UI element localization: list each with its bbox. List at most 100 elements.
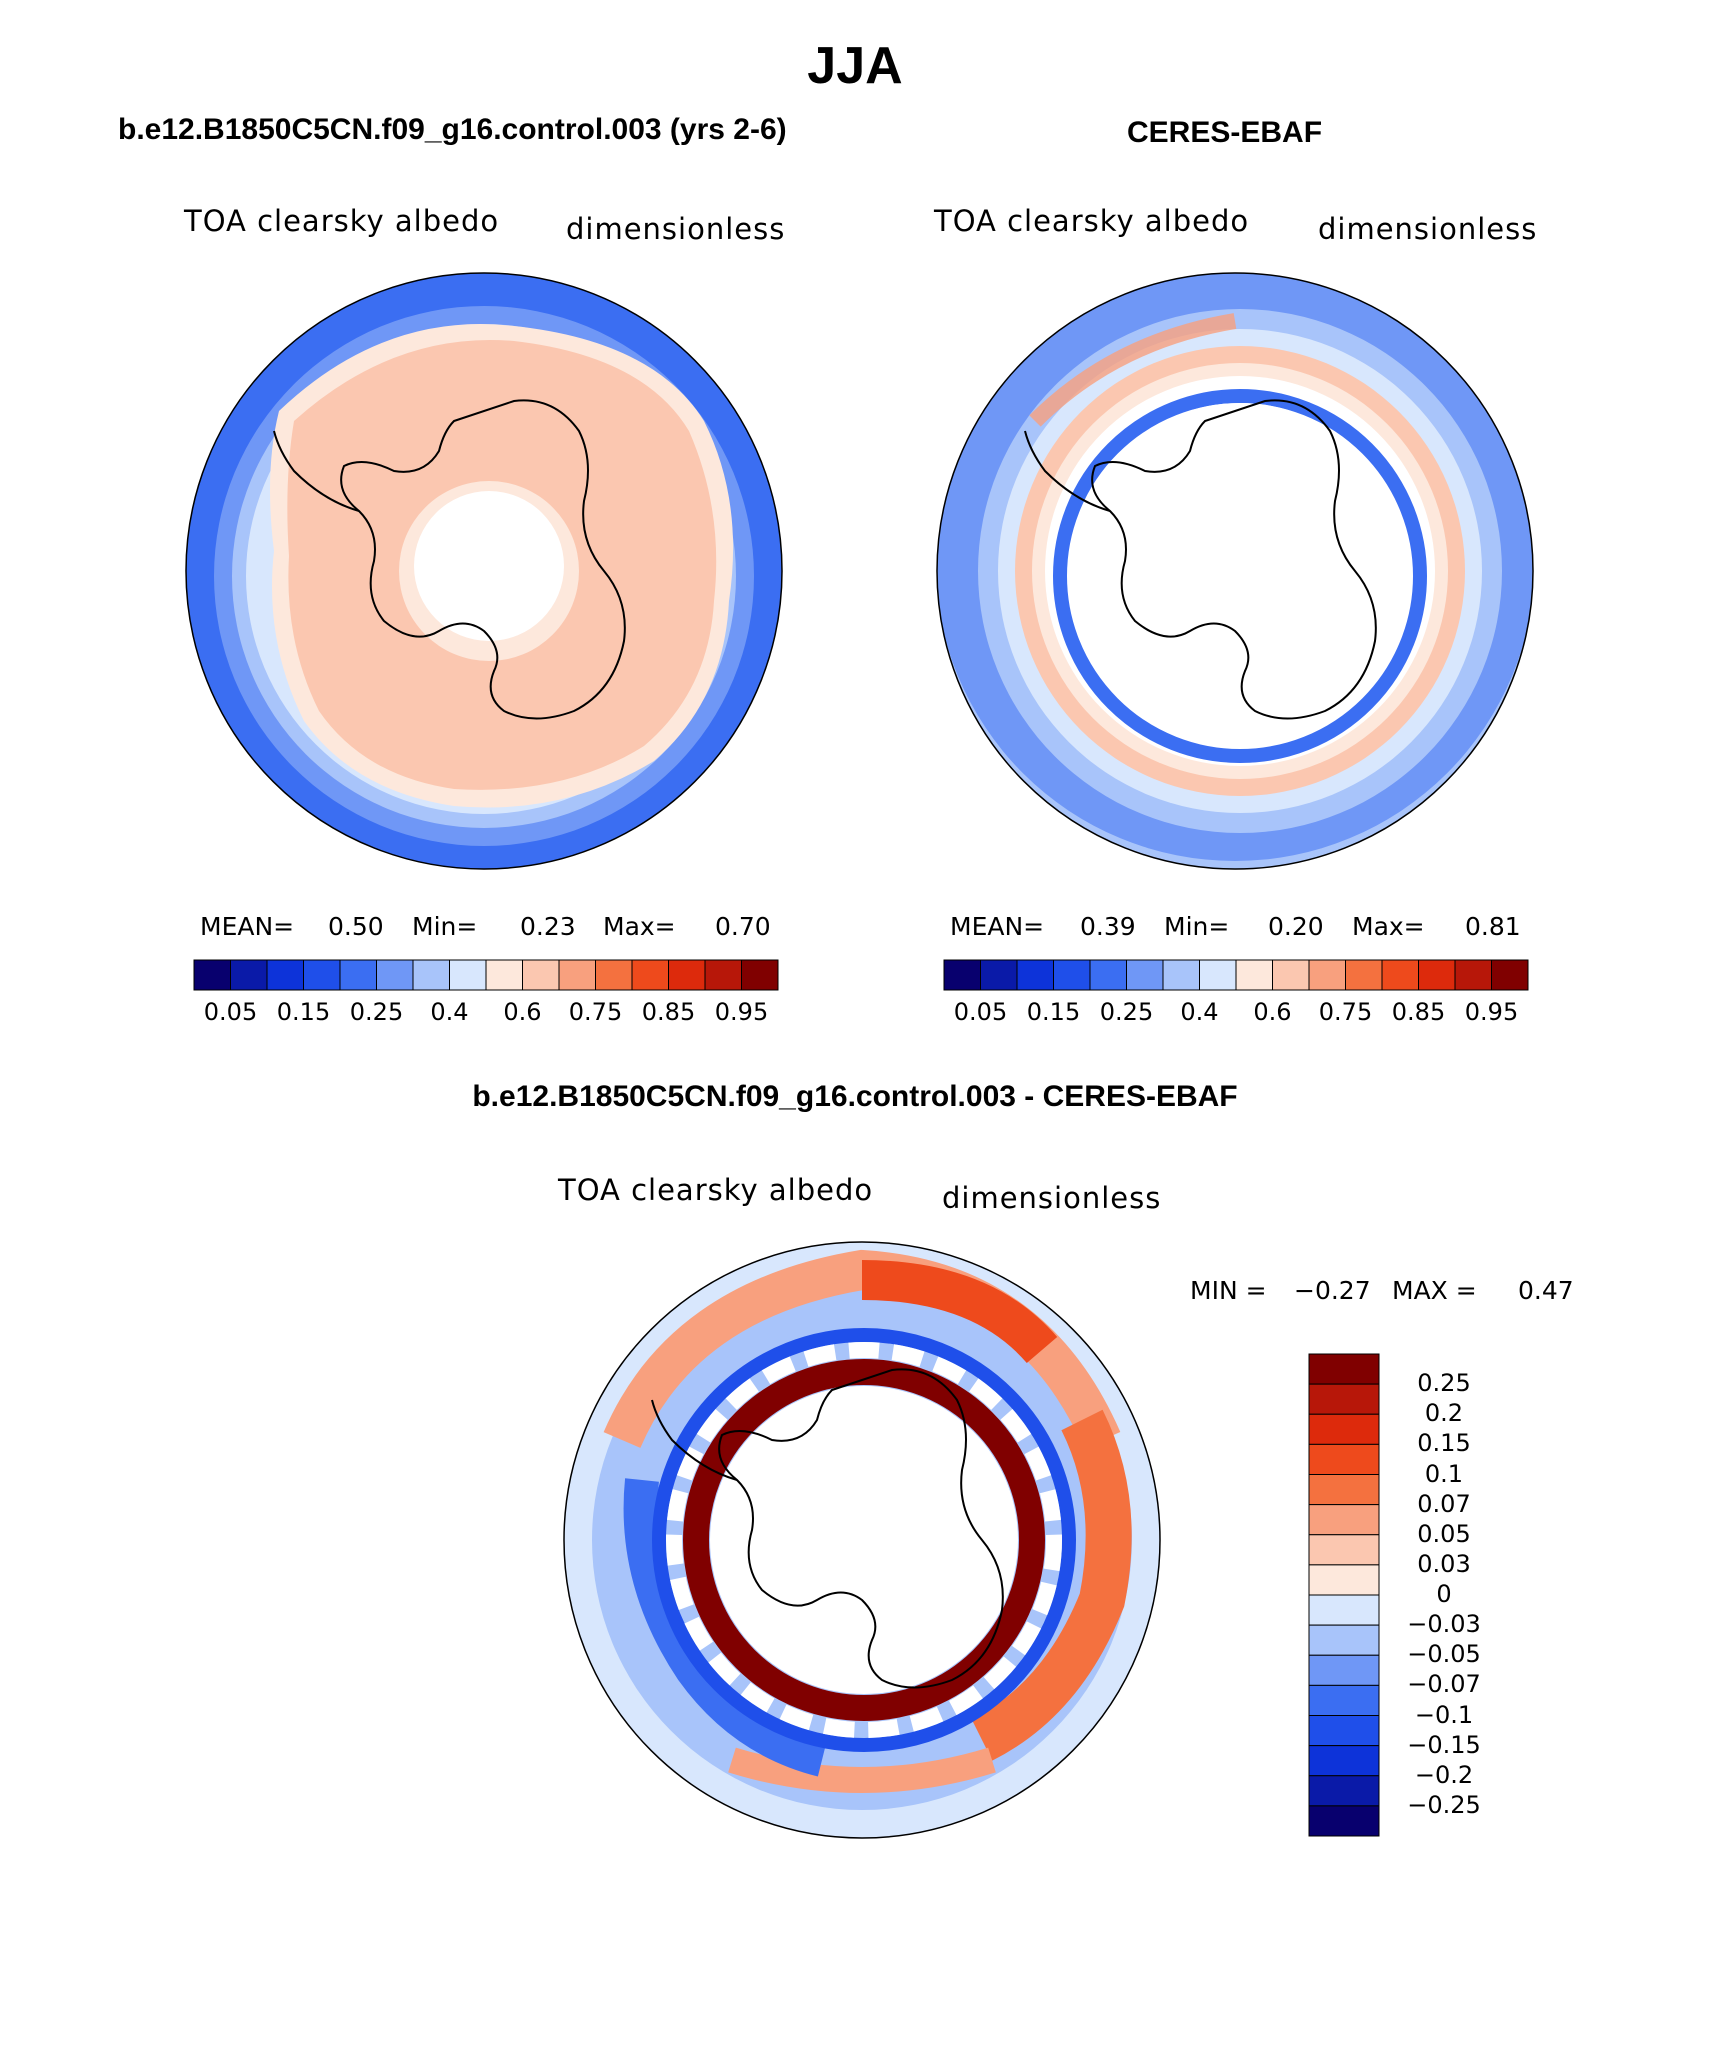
colorbar-tick-label: 0.25 [1099,998,1154,1026]
colorbar-tick-label: 0.25 [1417,1369,1471,1398]
mean-label: MEAN= [200,912,295,941]
panel-model-colorbar [193,959,779,991]
max-label: Max= [603,912,676,941]
colorbar-swatch [1308,1715,1380,1747]
colorbar-swatch [230,959,268,991]
colorbar-swatch [449,959,487,991]
max-value: 0.47 [1518,1276,1574,1305]
colorbar-swatch [668,959,706,991]
colorbar-tick-label: −0.2 [1414,1760,1474,1789]
colorbar-tick-label: 0.15 [1417,1429,1471,1458]
colorbar-tick-label: 0.95 [714,998,769,1026]
colorbar-swatch [485,959,523,991]
colorbar-swatch [943,959,981,991]
colorbar-tick-label: −0.07 [1407,1670,1481,1699]
colorbar-swatch [193,959,231,991]
mean-value: 0.50 [328,912,384,941]
colorbar-swatch [1235,959,1273,991]
colorbar-swatch [1126,959,1164,991]
colorbar-swatch [1308,1353,1380,1385]
colorbar-swatch [412,959,450,991]
colorbar-swatch [1308,1413,1380,1445]
min-value: −0.27 [1294,1276,1371,1305]
panel-model-map [185,272,783,870]
antarctica-coastline [718,1368,1004,1689]
min-label: Min= [1164,912,1230,941]
colorbar-swatch [1381,959,1419,991]
panel-model-colorbar-ticks: 0.05 0.15 0.25 0.4 0.6 0.75 0.85 0.95 [194,998,778,1028]
colorbar-tick-label: 0.05 [1417,1519,1471,1548]
panel-diff-colorbar-ticks: 0.25 0.2 0.15 0.1 0.07 0.05 0.03 0 −0.03 −0.05 −0.… [1384,1354,1504,1836]
panel-obs-colorbar [943,959,1529,991]
colorbar-tick-label: 0.75 [568,998,623,1026]
max-value: 0.81 [1465,912,1521,941]
colorbar-swatch [1491,959,1529,991]
min-value: 0.20 [1268,912,1324,941]
antarctica-coastline [1091,399,1377,720]
antarctic-peninsula [1024,430,1111,512]
colorbar-swatch [741,959,779,991]
mean-label: MEAN= [950,912,1045,941]
colorbar-swatch [595,959,633,991]
min-label: MIN = [1190,1276,1267,1305]
colorbar-tick-label: 0.6 [503,998,542,1026]
colorbar-swatch [1345,959,1383,991]
colorbar-swatch [376,959,414,991]
colorbar-tick-label: 0.4 [430,998,469,1026]
colorbar-tick-label: −0.05 [1407,1640,1481,1669]
colorbar-tick-label: 0.07 [1417,1489,1471,1518]
colorbar-tick-label: 0.2 [1424,1399,1464,1428]
colorbar-swatch [1308,1775,1380,1807]
panel-obs-units-label: dimensionless [1318,212,1538,246]
colorbar-swatch [1308,1745,1380,1777]
colorbar-swatch [1162,959,1200,991]
panel-model-variable-label: TOA clearsky albedo [184,204,500,238]
max-value: 0.70 [715,912,771,941]
colorbar-tick-label: 0.85 [1391,998,1446,1026]
panel-diff-title: b.e12.B1850C5CN.f09_g16.control.003 - CE… [472,1080,1238,1113]
figure-title: JJA [807,37,903,95]
colorbar-swatch [1308,1624,1380,1656]
colorbar-swatch [631,959,669,991]
colorbar-tick-label: 0.05 [953,998,1008,1026]
colorbar-swatch [522,959,560,991]
panel-obs-title: CERES-EBAF [1127,116,1323,149]
colorbar-tick-label: 0.85 [641,998,696,1026]
colorbar-tick-label: 0 [1436,1580,1452,1608]
colorbar-tick-label: 0.75 [1318,998,1373,1026]
panel-model-units-label: dimensionless [566,212,786,246]
colorbar-tick-label: 0.4 [1180,998,1219,1026]
colorbar-swatch [1308,1805,1380,1837]
colorbar-swatch [1308,1564,1380,1596]
colorbar-swatch [1053,959,1091,991]
colorbar-swatch [1308,1594,1380,1626]
colorbar-swatch [1308,959,1346,991]
colorbar-tick-label: 0.95 [1464,998,1519,1026]
colorbar-swatch [1308,1504,1380,1536]
colorbar-swatch [1308,1534,1380,1566]
min-label: Min= [412,912,478,941]
colorbar-tick-label: −0.15 [1407,1730,1481,1759]
colorbar-swatch [1308,1383,1380,1415]
colorbar-swatch [1089,959,1127,991]
max-label: MAX = [1392,1276,1477,1305]
panel-diff-variable-label: TOA clearsky albedo [558,1173,874,1207]
colorbar-swatch [1418,959,1456,991]
panel-model-title: b.e12.B1850C5CN.f09_g16.control.003 (yrs… [118,113,787,146]
max-label: Max= [1352,912,1425,941]
colorbar-tick-label: 0.15 [1026,998,1081,1026]
panel-diff-colorbar [1308,1353,1380,1837]
antarctic-peninsula [651,1399,738,1481]
colorbar-swatch [1454,959,1492,991]
colorbar-swatch [980,959,1018,991]
panel-obs-variable-label: TOA clearsky albedo [934,204,1250,238]
colorbar-swatch [1272,959,1310,991]
colorbar-tick-label: 0.6 [1253,998,1292,1026]
antarctic-peninsula [273,430,360,512]
colorbar-swatch [558,959,596,991]
colorbar-tick-label: 0.1 [1424,1459,1464,1488]
colorbar-swatch [1308,1654,1380,1686]
colorbar-tick-label: 0.05 [203,998,258,1026]
colorbar-swatch [303,959,341,991]
antarctica-coastline [340,399,626,720]
